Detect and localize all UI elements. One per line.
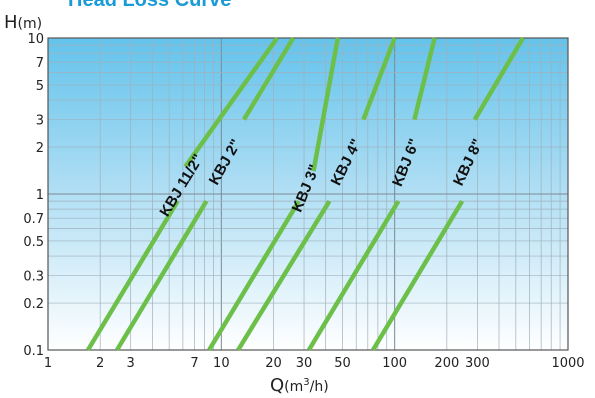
curve-segment	[183, 36, 280, 168]
y-tick-label: 0.3	[23, 270, 44, 285]
x-axis-title-unit-b: /h)	[310, 379, 329, 395]
x-tick-label: 1	[44, 356, 52, 371]
x-tick-label: 1000	[551, 356, 584, 371]
x-axis-title-main: Q	[270, 375, 284, 396]
y-tick-label: 0.1	[23, 344, 44, 359]
grid-lines	[47, 37, 569, 351]
curve-segment	[115, 199, 209, 352]
y-tick-label: 10	[27, 32, 44, 47]
x-tick-label: 10	[213, 356, 230, 371]
y-tick-label: 0.7	[23, 212, 44, 227]
y-tick-label: 1	[36, 188, 44, 203]
x-tick-label: 300	[465, 356, 490, 371]
x-tick-label: 200	[434, 356, 459, 371]
y-tick-labels: 0.1 0.2 0.3 0.5 0.7 1 2 3 5 7 10	[23, 32, 44, 359]
x-tick-labels: 1 2 3 7 10 20 30 50 100 200 300 1000	[44, 356, 585, 371]
y-tick-label: 5	[36, 79, 44, 94]
curve-segment	[361, 37, 397, 121]
y-axis-title-main: H	[4, 12, 18, 33]
curve-segment	[207, 199, 301, 352]
y-tick-label: 0.2	[23, 297, 44, 312]
x-axis-title: Q(m3/h)	[270, 375, 329, 396]
y-tick-label: 2	[36, 141, 44, 156]
curve-segment	[311, 37, 341, 172]
curve-segment	[306, 199, 401, 352]
chart-title: Head Loss Curve	[68, 0, 231, 11]
curve-segment	[86, 199, 180, 352]
y-axis-title-unit: (m)	[18, 16, 43, 32]
curve-segment	[412, 37, 437, 121]
x-tick-label: 100	[382, 356, 407, 371]
x-axis-title-unit-sup: 3	[303, 377, 309, 388]
x-tick-label: 3	[127, 356, 135, 371]
plot-frame	[47, 37, 569, 351]
x-tick-label: 2	[96, 356, 104, 371]
y-axis-title: H(m)	[4, 12, 42, 33]
curve-segment	[472, 36, 525, 121]
x-tick-label: 50	[334, 356, 351, 371]
y-tick-label: 0.5	[23, 235, 44, 250]
x-tick-label: 30	[296, 356, 313, 371]
curve-segment	[371, 199, 465, 352]
y-tick-label: 7	[36, 56, 44, 71]
curve-segment	[241, 36, 296, 121]
x-axis-title-unit-a: (m	[284, 379, 303, 395]
x-tick-label: 20	[265, 356, 282, 371]
x-tick-label: 7	[190, 356, 198, 371]
curve-segment	[236, 199, 332, 352]
y-tick-label: 3	[36, 114, 44, 129]
